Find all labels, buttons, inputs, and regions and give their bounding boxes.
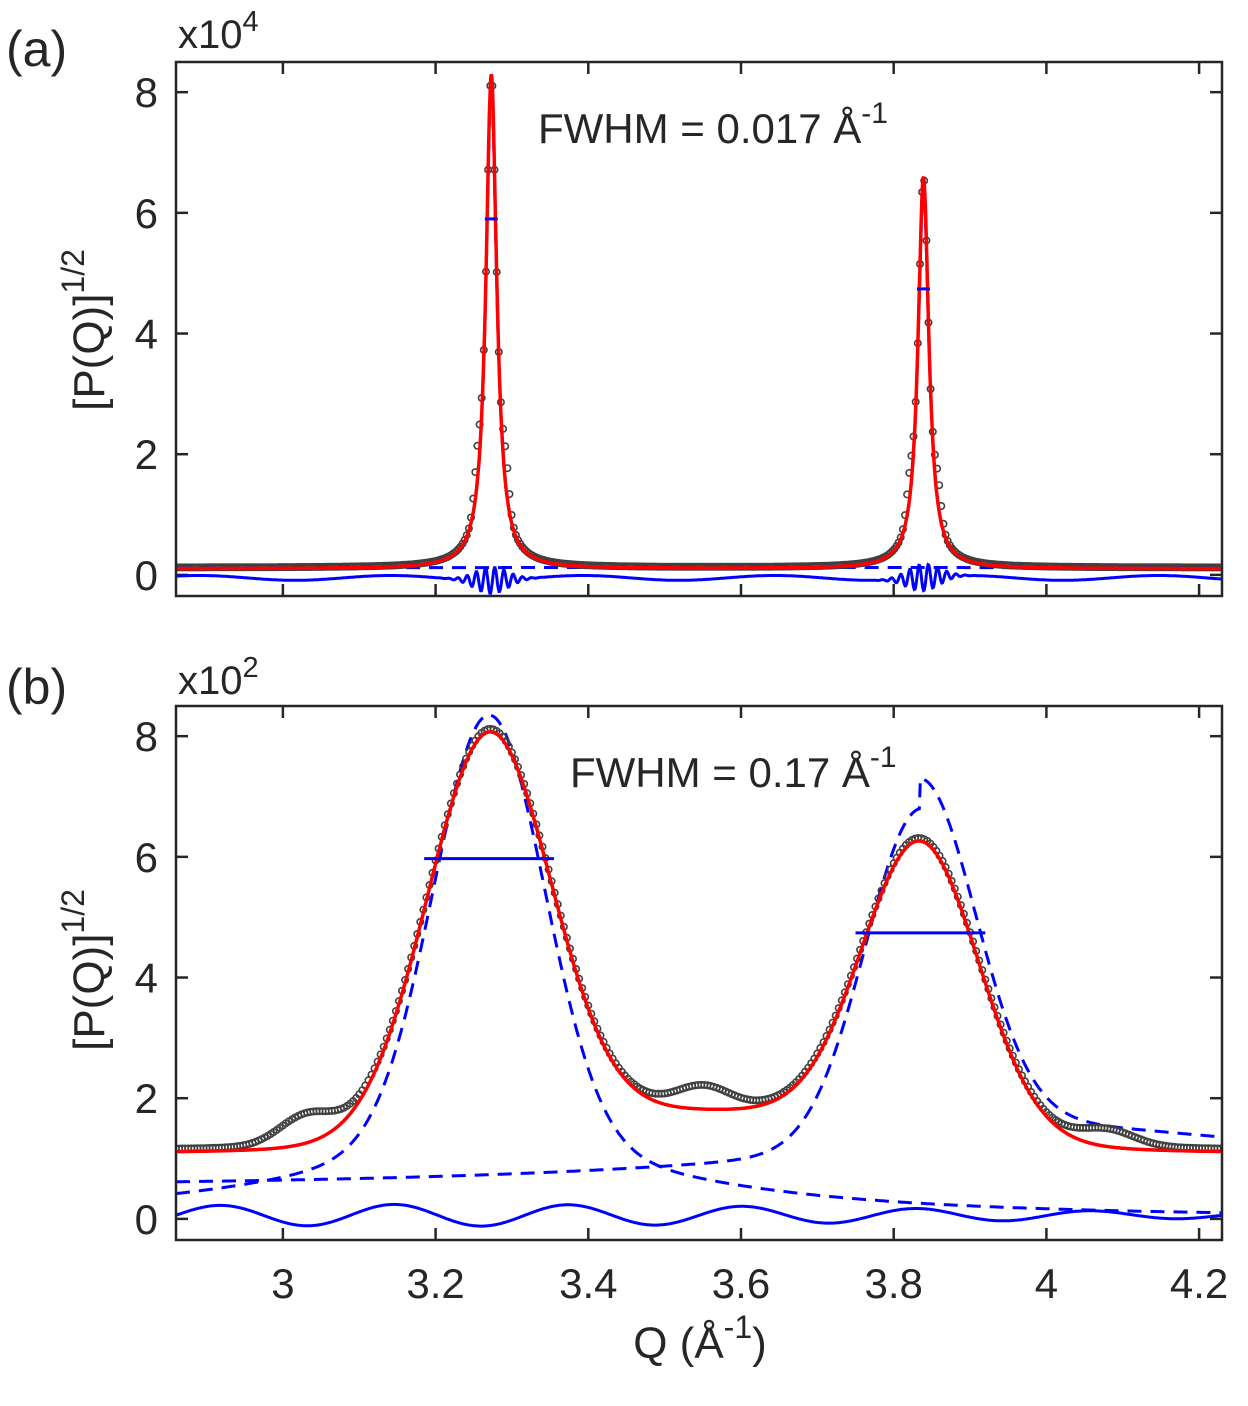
y-tick-label: 4 [135, 311, 158, 358]
fit-curve [176, 73, 1222, 571]
plot-area-b [176, 713, 1222, 1228]
fwhm-annotation-a: FWHM = 0.017 Å-1 [538, 97, 888, 152]
y-axis-label-main-a: [P(Q)] [65, 294, 114, 411]
x-tick-label: 3.8 [864, 1260, 922, 1307]
y-axis-label-a: [P(Q)]1/2 [55, 249, 114, 411]
residual-curve [176, 1202, 1222, 1228]
panel-label-a: (a) [6, 21, 67, 77]
x-tick-labels-b: 3 3.2 3.4 3.6 3.8 4 4.2 [271, 1260, 1228, 1307]
y-multiplier-base-a: x10 [178, 13, 243, 57]
y-tick-labels-b: 0 2 4 6 8 [135, 713, 158, 1243]
y-axis-label-b: [P(Q)]1/2 [55, 889, 114, 1051]
y-tick-label: 0 [135, 552, 158, 599]
y-tick-label: 4 [135, 955, 158, 1002]
x-tick-label: 3.6 [712, 1260, 770, 1307]
fwhm-text-b: FWHM = 0.17 Å [570, 749, 870, 796]
fwhm-sup-a: -1 [861, 97, 888, 130]
y-multiplier-b: x102 [178, 652, 259, 703]
y-axis-label-sup-a: 1/2 [55, 249, 91, 293]
x-tick-label: 3.4 [559, 1260, 617, 1307]
y-tick-labels-a: 0 2 4 6 8 [135, 69, 158, 599]
x-axis-label-main: Q (Å [633, 1319, 724, 1368]
x-tick-label: 3 [271, 1260, 294, 1307]
panel-label-b: (b) [6, 659, 67, 715]
component-curve-1 [176, 86, 1222, 570]
fwhm-sup-b: -1 [870, 741, 897, 774]
axes-frame-b [174, 704, 1224, 1242]
x-axis-label-close: ) [752, 1319, 767, 1368]
axes-frame-a [174, 60, 1224, 598]
y-tick-label: 8 [135, 69, 158, 116]
fwhm-annotation-b: FWHM = 0.17 Å-1 [570, 741, 897, 796]
y-tick-label: 6 [135, 190, 158, 237]
panel-b: (b) x102 [P(Q)]1/2 FWHM = 0.17 Å-1 02468… [6, 652, 1228, 1307]
x-tick-label: 3.2 [406, 1260, 464, 1307]
fit-curve [176, 730, 1222, 1154]
data-points [176, 81, 1222, 572]
component-curve-1 [176, 713, 1222, 1215]
plot-area-a [176, 73, 1222, 595]
x-axis-label: Q (Å-1) [633, 1309, 767, 1368]
y-tick-label: 0 [135, 1196, 158, 1243]
component-curve-2 [176, 185, 1222, 570]
x-tick-label: 4 [1035, 1260, 1058, 1307]
y-tick-label: 2 [135, 431, 158, 478]
y-axis-label-sup-b: 1/2 [55, 889, 91, 933]
x-tick-label: 4.2 [1170, 1260, 1228, 1307]
ticks-b [176, 706, 1222, 1240]
component-curve-2 [176, 776, 1222, 1184]
y-tick-label: 6 [135, 834, 158, 881]
fwhm-text-a: FWHM = 0.017 Å [538, 105, 861, 152]
y-tick-label: 8 [135, 713, 158, 760]
panel-a: (a) x104 [P(Q)]1/2 FWHM = 0.017 Å-1 0246… [6, 6, 1224, 599]
y-multiplier-exp-a: 4 [243, 6, 259, 38]
residual-curve [176, 562, 1222, 595]
y-multiplier-base-b: x10 [178, 659, 243, 703]
x-axis-label-sup: -1 [724, 1309, 752, 1345]
ticks-a [176, 62, 1222, 596]
y-tick-label: 2 [135, 1075, 158, 1122]
y-axis-label-main-b: [P(Q)] [65, 934, 114, 1051]
y-multiplier-a: x104 [178, 6, 259, 57]
data-points [176, 724, 1222, 1153]
y-multiplier-exp-b: 2 [243, 652, 259, 684]
